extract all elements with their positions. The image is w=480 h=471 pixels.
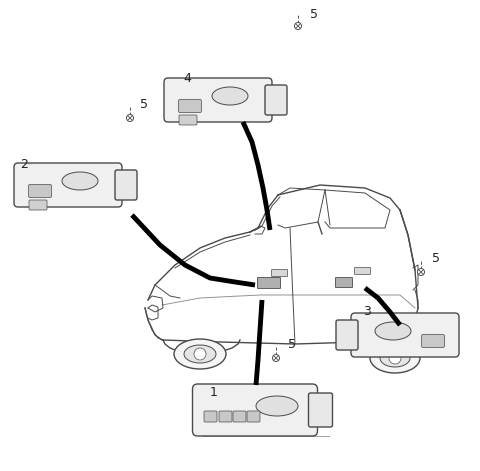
Circle shape <box>194 348 206 360</box>
FancyBboxPatch shape <box>164 78 272 122</box>
Text: 5: 5 <box>140 98 148 111</box>
Text: 3: 3 <box>363 305 371 318</box>
FancyBboxPatch shape <box>179 115 197 125</box>
FancyBboxPatch shape <box>351 313 459 357</box>
Ellipse shape <box>212 87 248 105</box>
FancyBboxPatch shape <box>309 393 333 427</box>
Ellipse shape <box>256 396 298 416</box>
Text: 5: 5 <box>288 338 296 351</box>
Text: 5: 5 <box>310 8 318 21</box>
Ellipse shape <box>184 345 216 363</box>
FancyBboxPatch shape <box>115 170 137 200</box>
FancyBboxPatch shape <box>219 411 232 422</box>
FancyBboxPatch shape <box>355 268 371 275</box>
FancyBboxPatch shape <box>28 185 51 197</box>
Ellipse shape <box>380 349 410 367</box>
Ellipse shape <box>370 343 420 373</box>
Text: 1: 1 <box>210 386 218 399</box>
Ellipse shape <box>62 172 98 190</box>
Circle shape <box>418 268 424 276</box>
Ellipse shape <box>174 339 226 369</box>
FancyBboxPatch shape <box>257 277 280 289</box>
Text: 4: 4 <box>183 72 191 85</box>
FancyBboxPatch shape <box>421 334 444 348</box>
Circle shape <box>295 23 301 30</box>
FancyBboxPatch shape <box>29 200 47 210</box>
FancyBboxPatch shape <box>192 384 317 436</box>
FancyBboxPatch shape <box>233 411 246 422</box>
FancyBboxPatch shape <box>336 320 358 350</box>
Text: 2: 2 <box>20 158 28 171</box>
FancyBboxPatch shape <box>204 411 217 422</box>
Circle shape <box>127 114 133 122</box>
FancyBboxPatch shape <box>14 163 122 207</box>
Circle shape <box>273 355 279 362</box>
Circle shape <box>389 352 401 364</box>
Text: 5: 5 <box>432 252 440 265</box>
FancyBboxPatch shape <box>247 411 260 422</box>
Ellipse shape <box>375 322 411 340</box>
FancyBboxPatch shape <box>272 269 288 276</box>
FancyBboxPatch shape <box>336 277 352 287</box>
FancyBboxPatch shape <box>265 85 287 115</box>
FancyBboxPatch shape <box>179 99 202 113</box>
